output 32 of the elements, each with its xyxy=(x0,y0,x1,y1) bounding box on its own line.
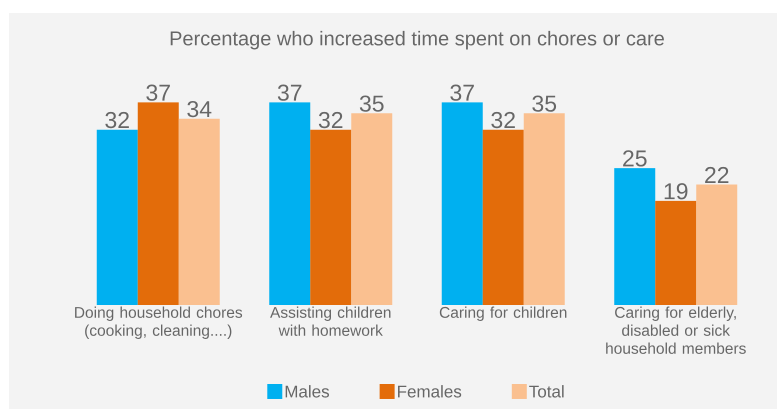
bar xyxy=(482,130,524,305)
bar xyxy=(310,130,352,305)
data-label: 32 xyxy=(318,112,342,128)
data-label: 32 xyxy=(105,112,129,128)
bar xyxy=(655,200,696,305)
legend-label: Total xyxy=(529,385,564,398)
data-label: 32 xyxy=(491,112,515,128)
data-label: 37 xyxy=(450,84,474,101)
legend-label: Males xyxy=(286,385,330,398)
bar xyxy=(524,113,565,305)
x-tick-label: Caring for elderly, disabled or sick household members xyxy=(606,306,746,354)
data-label: 19 xyxy=(664,183,688,200)
x-tick-label: Caring for children xyxy=(440,306,566,321)
data-label: 35 xyxy=(360,95,384,112)
bar xyxy=(96,130,138,305)
x-tick-label: Doing household chores (cooking, cleaning....) xyxy=(75,306,242,339)
bar xyxy=(442,102,483,305)
bar xyxy=(138,102,179,305)
chart-title: Percentage who increased time spent on chores or care xyxy=(170,30,664,50)
bar xyxy=(696,184,738,305)
bar xyxy=(269,102,310,305)
data-label: 37 xyxy=(278,84,302,101)
legend-label: Females xyxy=(398,385,462,398)
data-label: 34 xyxy=(187,100,212,118)
bar xyxy=(178,118,220,305)
bar xyxy=(351,113,392,305)
data-label: 37 xyxy=(146,84,170,101)
bar xyxy=(614,168,656,305)
data-label: 35 xyxy=(532,95,556,112)
x-tick-label: Assisting children with homework xyxy=(270,306,390,336)
data-label: 25 xyxy=(623,150,647,167)
data-label: 22 xyxy=(705,166,728,183)
